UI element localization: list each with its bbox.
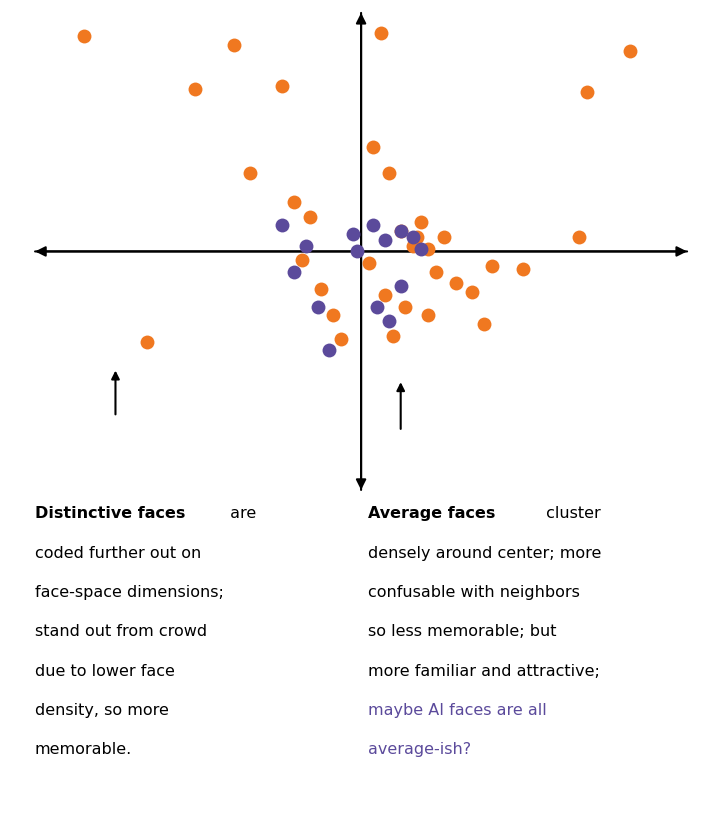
Point [244,167,256,180]
Point [312,301,323,314]
Point [407,231,418,244]
Point [415,242,426,256]
Point [467,286,478,299]
Point [78,30,89,43]
Point [304,210,315,224]
Text: more familiar and attractive;: more familiar and attractive; [367,663,600,678]
Text: Average faces: Average faces [367,505,495,521]
Point [411,231,422,244]
Text: cluster: cluster [541,505,600,521]
Text: so less memorable; but: so less memorable; but [367,623,556,639]
Point [189,83,200,96]
Text: maybe AI faces are all: maybe AI faces are all [367,702,547,717]
Point [229,39,240,52]
Point [415,216,426,229]
Text: face-space dimensions;: face-space dimensions; [35,584,224,600]
Point [296,254,307,267]
Point [387,330,399,343]
Point [300,240,312,253]
Point [486,260,498,274]
Point [430,266,442,279]
Point [379,289,391,302]
Point [423,242,434,256]
Point [328,310,339,323]
Point [367,141,379,154]
Text: are: are [224,505,256,521]
Point [348,229,359,242]
Text: stand out from crowd: stand out from crowd [35,623,207,639]
Text: due to lower face: due to lower face [35,663,175,678]
Point [351,246,362,259]
Point [142,336,153,349]
Point [624,45,636,58]
Point [371,301,382,314]
Point [379,234,391,247]
Point [395,225,406,238]
Point [450,278,462,291]
Text: Distinctive faces: Distinctive faces [35,505,185,521]
Text: coded further out on: coded further out on [35,545,201,560]
Point [438,231,450,244]
Point [363,257,375,270]
Point [407,240,418,253]
Point [276,219,287,233]
Point [383,315,394,328]
Point [383,167,394,180]
Point [336,333,347,346]
Point [316,283,327,296]
Point [399,301,411,314]
Text: confusable with neighbors: confusable with neighbors [367,584,580,600]
Text: densely around center; more: densely around center; more [367,545,601,560]
Point [288,197,299,210]
Point [518,263,529,276]
Text: density, so more: density, so more [35,702,169,717]
Text: memorable.: memorable. [35,741,132,757]
Text: average-ish?: average-ish? [367,741,471,757]
Point [324,344,335,357]
Point [395,280,406,293]
Point [288,266,299,279]
Point [276,80,287,93]
Point [375,28,387,41]
Point [423,310,434,323]
Point [573,231,585,244]
Point [395,225,406,238]
Point [367,219,379,233]
Point [581,86,593,99]
Point [478,318,489,331]
